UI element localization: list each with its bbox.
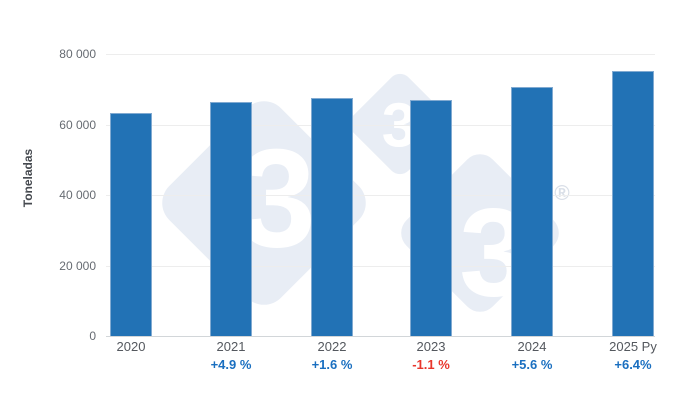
x-tick-label-2023: 2023 <box>416 339 446 354</box>
bar-2021[interactable] <box>210 102 252 336</box>
registered-trademark-icon: ® <box>554 182 570 205</box>
bar-2022[interactable] <box>311 98 353 336</box>
x-tick-label-2022: 2022 <box>317 339 347 354</box>
x-tick-label-2024: 2024 <box>517 339 547 354</box>
growth-label-2024: +5.6 % <box>511 357 553 372</box>
bar-2020[interactable] <box>110 113 152 336</box>
gridline <box>106 265 655 267</box>
growth-label-2025-py: +6.4% <box>614 357 652 372</box>
x-tick-label-2020: 2020 <box>116 339 146 354</box>
plot-area <box>106 54 655 337</box>
y-tick-label: 0 <box>89 329 96 343</box>
x-tick-label-2025-py: 2025 Py <box>609 339 657 354</box>
gridline <box>106 54 655 55</box>
bar-2023[interactable] <box>410 100 452 336</box>
y-tick-label: 80 000 <box>59 47 96 61</box>
y-tick-label: 60 000 <box>59 117 96 132</box>
bar-2025-py[interactable] <box>612 71 654 336</box>
growth-label-2021: +4.9 % <box>210 357 252 372</box>
gridline <box>106 195 655 196</box>
y-tick-label: 20 000 <box>59 258 96 273</box>
y-tick-label: 40 000 <box>59 188 96 202</box>
bar-2024[interactable] <box>511 87 553 336</box>
x-tick-label-2021: 2021 <box>216 339 246 354</box>
growth-label-2023: -1.1 % <box>412 357 450 372</box>
gridline <box>106 124 655 126</box>
growth-label-2022: +1.6 % <box>311 357 353 372</box>
x-axis-baseline <box>106 336 655 337</box>
